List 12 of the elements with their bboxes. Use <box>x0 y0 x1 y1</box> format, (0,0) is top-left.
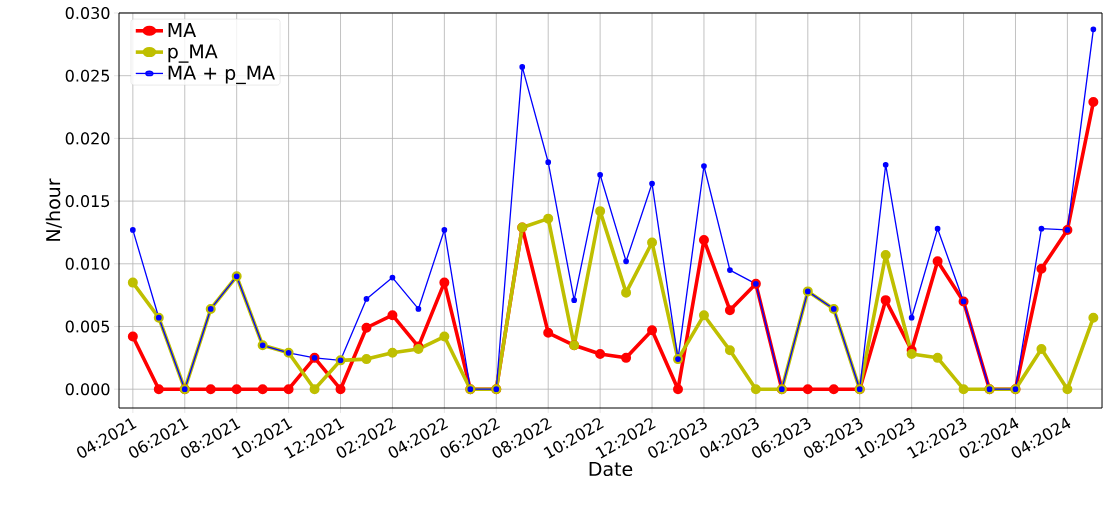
y-tick-label: 0.005 <box>65 320 110 333</box>
y-tick-label: 0.015 <box>65 195 110 208</box>
y-tick-label: 0.030 <box>65 6 110 20</box>
legend-label: p_MA <box>168 44 218 63</box>
y-axis-title: N/hour <box>45 178 62 241</box>
y-tick-label: 0.020 <box>65 132 110 145</box>
y-tick-label: 0.010 <box>65 257 110 270</box>
y-tick-label: 0.025 <box>65 69 110 82</box>
legend-label: MA <box>168 23 197 37</box>
legend-label: MA + p_MA <box>168 65 275 85</box>
y-tick-label: 0.000 <box>65 383 110 396</box>
x-axis-title: Date <box>589 461 633 477</box>
